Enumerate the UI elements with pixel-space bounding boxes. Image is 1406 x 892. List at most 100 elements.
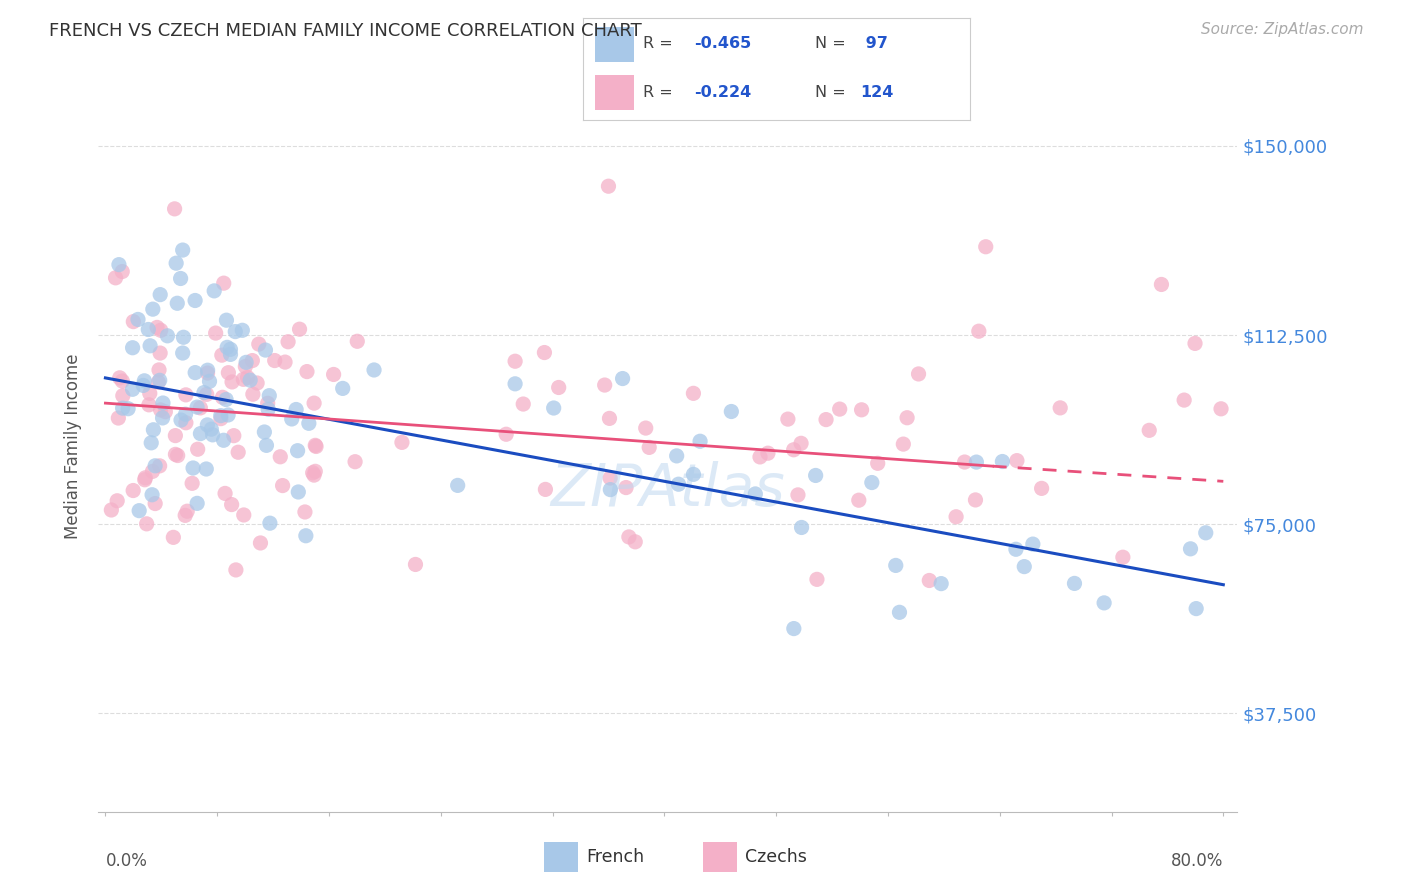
Point: [111, 389, 134, 403]
Point: [105, 493, 128, 508]
Point: [209, 411, 232, 425]
Point: [212, 434, 235, 448]
Point: [302, 396, 325, 410]
Point: [503, 376, 526, 391]
Point: [720, 404, 742, 418]
Point: [186, 496, 208, 510]
Point: [217, 366, 239, 380]
Point: [121, 341, 143, 355]
Bar: [595, 27, 634, 62]
Point: [108, 258, 131, 272]
Point: [285, 402, 308, 417]
Point: [304, 438, 326, 452]
Point: [533, 345, 555, 359]
Point: [134, 473, 156, 487]
Point: [166, 296, 188, 310]
Point: [149, 323, 172, 337]
Point: [294, 505, 316, 519]
Point: [226, 445, 249, 459]
Point: [117, 401, 139, 416]
Point: [146, 320, 169, 334]
Point: [1209, 401, 1232, 416]
Point: [136, 322, 159, 336]
Point: [202, 284, 225, 298]
Point: [363, 363, 385, 377]
Point: [991, 454, 1014, 468]
Point: [134, 471, 156, 485]
Point: [104, 270, 127, 285]
Point: [744, 487, 766, 501]
Point: [138, 398, 160, 412]
Point: [806, 573, 828, 587]
Point: [617, 530, 640, 544]
Point: [783, 622, 806, 636]
Point: [790, 436, 813, 450]
Point: [598, 179, 620, 194]
Point: [172, 346, 194, 360]
Point: [174, 388, 197, 402]
Point: [181, 476, 204, 491]
Point: [195, 417, 218, 432]
Point: [184, 293, 207, 308]
Point: [1005, 542, 1028, 557]
Point: [599, 483, 621, 497]
Point: [965, 492, 987, 507]
Point: [217, 408, 239, 422]
Point: [295, 529, 318, 543]
Point: [848, 493, 870, 508]
Point: [344, 455, 367, 469]
Text: FRENCH VS CZECH MEDIAN FAMILY INCOME CORRELATION CHART: FRENCH VS CZECH MEDIAN FAMILY INCOME COR…: [49, 22, 643, 40]
Point: [217, 340, 239, 354]
Point: [143, 497, 166, 511]
Point: [135, 516, 157, 531]
Point: [907, 367, 929, 381]
Point: [141, 464, 163, 478]
Text: -0.224: -0.224: [693, 85, 751, 100]
Point: [1180, 541, 1202, 556]
Point: [884, 558, 907, 573]
Text: R =: R =: [644, 37, 678, 52]
Point: [209, 409, 232, 423]
Point: [111, 401, 134, 416]
Point: [269, 450, 291, 464]
Bar: [544, 842, 578, 872]
Point: [257, 402, 280, 417]
Point: [614, 481, 637, 495]
Point: [593, 378, 616, 392]
Point: [1005, 453, 1028, 467]
Point: [280, 412, 302, 426]
Point: [236, 370, 259, 384]
Point: [891, 437, 914, 451]
Point: [682, 467, 704, 482]
Point: [246, 376, 269, 390]
Point: [249, 536, 271, 550]
Point: [547, 380, 569, 394]
Point: [612, 371, 634, 385]
Point: [190, 426, 212, 441]
Point: [211, 348, 233, 362]
Text: -0.465: -0.465: [693, 37, 751, 52]
Text: 124: 124: [860, 85, 893, 100]
Point: [804, 468, 827, 483]
Point: [1049, 401, 1071, 415]
Point: [668, 477, 690, 491]
Point: [665, 449, 688, 463]
Point: [1031, 482, 1053, 496]
Point: [851, 402, 873, 417]
Point: [1014, 559, 1036, 574]
Point: [141, 488, 163, 502]
Point: [301, 466, 323, 480]
Y-axis label: Median Family Income: Median Family Income: [65, 353, 83, 539]
Point: [929, 576, 952, 591]
Text: 97: 97: [860, 37, 887, 52]
Point: [187, 442, 209, 457]
Point: [139, 386, 162, 401]
Text: 0.0%: 0.0%: [105, 852, 148, 870]
Point: [181, 461, 204, 475]
Point: [155, 405, 177, 419]
Point: [232, 372, 254, 386]
Point: [405, 558, 427, 572]
Point: [100, 503, 122, 517]
Point: [254, 343, 277, 357]
Point: [239, 373, 262, 387]
